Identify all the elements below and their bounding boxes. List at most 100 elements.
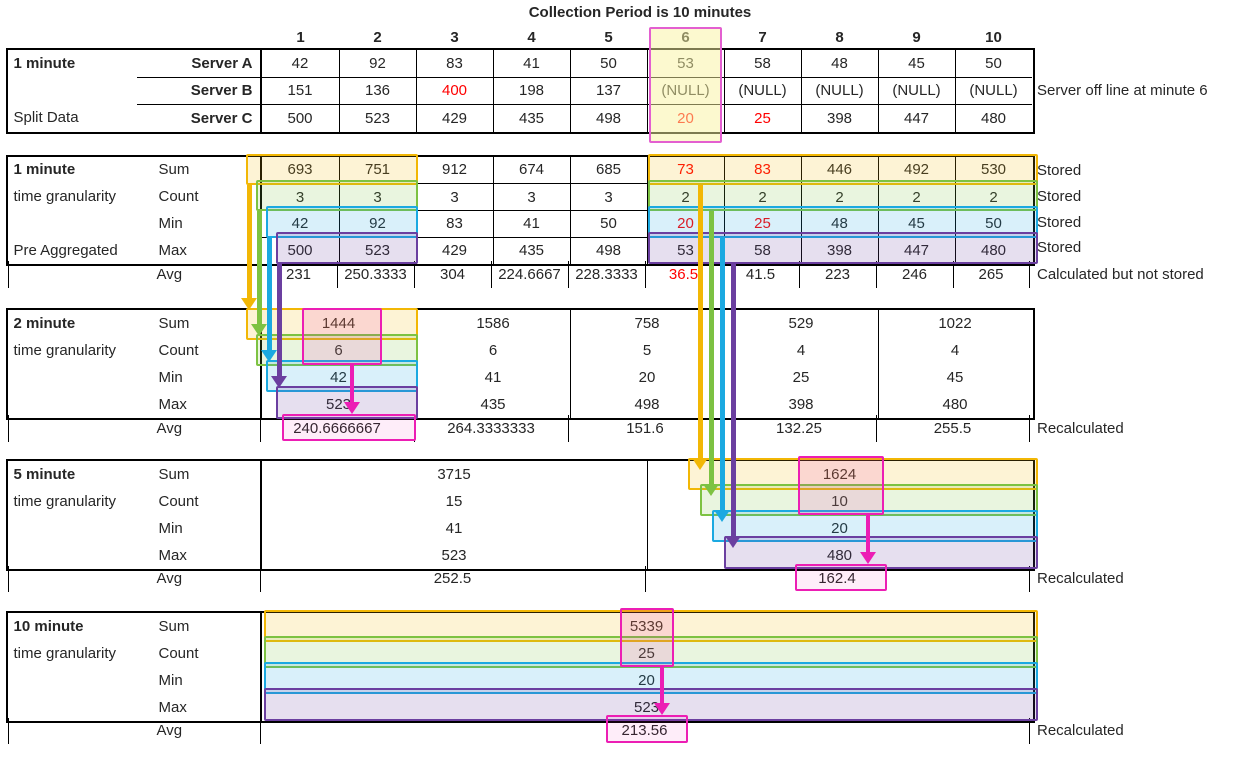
cell-avg-10: 265 (952, 260, 1030, 288)
side-label: time granularity (13, 644, 117, 662)
cell-max-3: 498 (569, 390, 724, 418)
cell-max-5: 498 (569, 236, 647, 264)
avg-flow-arrow-2min (344, 402, 360, 414)
row-label-avg: Avg (156, 265, 183, 283)
row-label-min: Min (137, 210, 262, 237)
row-label-max: Max (137, 541, 262, 569)
count-flow-arrow-left (251, 324, 267, 336)
column-header-9: 9 (912, 29, 921, 46)
cell-server c-4: 435 (492, 104, 570, 132)
cell-avg-2: 264.3333333 (413, 415, 568, 442)
side-label: 10 minute (13, 617, 84, 635)
avg-flow-line-10min (660, 667, 664, 704)
recalculated-note-5m: Recalculated (1037, 570, 1124, 587)
cell-max-1: 523 (633, 698, 660, 716)
cell-avg-1: 252.5 (259, 565, 645, 592)
cell-min-3: 20 (569, 363, 724, 391)
cell-server b-7: (NULL) (723, 76, 801, 105)
cell-server b-2: 136 (338, 76, 416, 105)
row-label-server-a: Server A (137, 49, 262, 77)
cell-server a-9: 45 (877, 49, 955, 77)
max-band-5min (724, 536, 1038, 569)
cell-avg-3: 304 (413, 260, 491, 288)
cell-sum-3: 758 (569, 309, 724, 337)
count-flow-arrow-right (703, 484, 719, 496)
side-label: 5 minute (13, 465, 76, 483)
min-flow-line-right (720, 237, 725, 510)
cell-sum-7: 83 (723, 156, 801, 184)
cell-server c-3: 429 (415, 104, 493, 132)
cell-count-4: 3 (492, 183, 570, 210)
cell-server a-8: 48 (800, 49, 878, 77)
sum-flow-line-left (247, 185, 252, 298)
row-label-count: Count (137, 183, 262, 210)
cell-min-5: 50 (569, 210, 647, 237)
cell-server a-10: 50 (954, 49, 1032, 77)
avg-result-box-2min (282, 414, 416, 441)
cell-count-5: 3 (569, 183, 647, 210)
page-title: Collection Period is 10 minutes (528, 4, 752, 21)
cell-min-1: 41 (445, 519, 463, 537)
cell-sum-5: 685 (569, 156, 647, 184)
avg-flow-arrow-10min (654, 703, 670, 715)
row-label-server-b: Server B (136, 76, 262, 105)
cell-server b-5: 137 (569, 76, 647, 105)
side-label: Split Data (13, 109, 79, 127)
sum-band-1min-left (246, 154, 418, 185)
cell-server c-5: 498 (569, 104, 647, 132)
count-flow-line-right (709, 211, 714, 484)
cell-avg-2: 250.3333 (336, 260, 414, 288)
two-minute-granularity-table: 2 minute Sum 1444 1586 758 529 1022 time granul… (5, 307, 1035, 420)
min-flow-arrow-left (261, 350, 277, 362)
cell-server a-2: 92 (338, 49, 416, 77)
server-offline-note: Server off line at minute 6 (1037, 81, 1208, 99)
cell-server c-10: 480 (954, 104, 1032, 132)
side-label: 1 minute (13, 54, 76, 72)
min-flow-line-left (267, 237, 272, 350)
row-label-max: Max (137, 236, 262, 264)
cell-avg-4: 132.25 (721, 415, 876, 442)
sum-band-1min-right (648, 154, 1038, 185)
cell-sum-8: 446 (800, 156, 878, 184)
cell-server c-8: 398 (800, 104, 878, 132)
row-label-sum: Sum (137, 309, 262, 337)
row-label-sum: Sum (137, 612, 262, 640)
cell-sum-4: 529 (723, 309, 878, 337)
side-label (8, 694, 137, 721)
sum-flow-arrow-left (241, 298, 257, 310)
side-label: time granularity (13, 341, 117, 359)
row-label-sum: Sum (137, 156, 262, 184)
stored-note-sum: Stored (1037, 161, 1082, 179)
cell-count-4: 4 (723, 336, 878, 364)
cell-max-1: 523 (441, 546, 467, 564)
cell-min-2: 20 (646, 514, 1032, 542)
cell-sum-9: 492 (877, 156, 955, 184)
cell-max-2: 435 (415, 390, 570, 418)
cell-server a-7: 58 (723, 49, 801, 77)
cell-avg-8: 223 (798, 260, 876, 288)
side-label (8, 260, 135, 288)
cell-min-1: 42 (330, 368, 347, 386)
cell-avg-6: 36.5 (644, 260, 722, 288)
row-label-server-c: Server C (136, 104, 262, 132)
five-minute-avg-row: Avg 252.5 162.4 (8, 565, 1030, 592)
recalculated-note-2m: Recalculated (1037, 419, 1124, 437)
cell-server a-5: 50 (569, 49, 647, 77)
cell-server b-10: (NULL) (954, 76, 1032, 105)
column-header-1: 1 (296, 29, 305, 46)
sum-flow-line-right (698, 185, 703, 458)
side-label (8, 717, 135, 744)
cell-sum-6: 73 (646, 156, 724, 184)
side-label (8, 542, 137, 569)
cell-count-3: 3 (415, 183, 493, 210)
side-label: time granularity (13, 188, 117, 206)
cell-sum-2: 1624 (646, 460, 1032, 488)
sum-count-box-10min (620, 608, 674, 667)
cell-server b-3: 400 (415, 76, 493, 105)
stored-note-count: Stored (1037, 187, 1082, 205)
count-band-1min-left (256, 180, 418, 211)
cell-sum-1: 3715 (437, 465, 471, 483)
cell-server b-4: 198 (492, 76, 570, 105)
cell-sum-1: 693 (287, 161, 313, 179)
